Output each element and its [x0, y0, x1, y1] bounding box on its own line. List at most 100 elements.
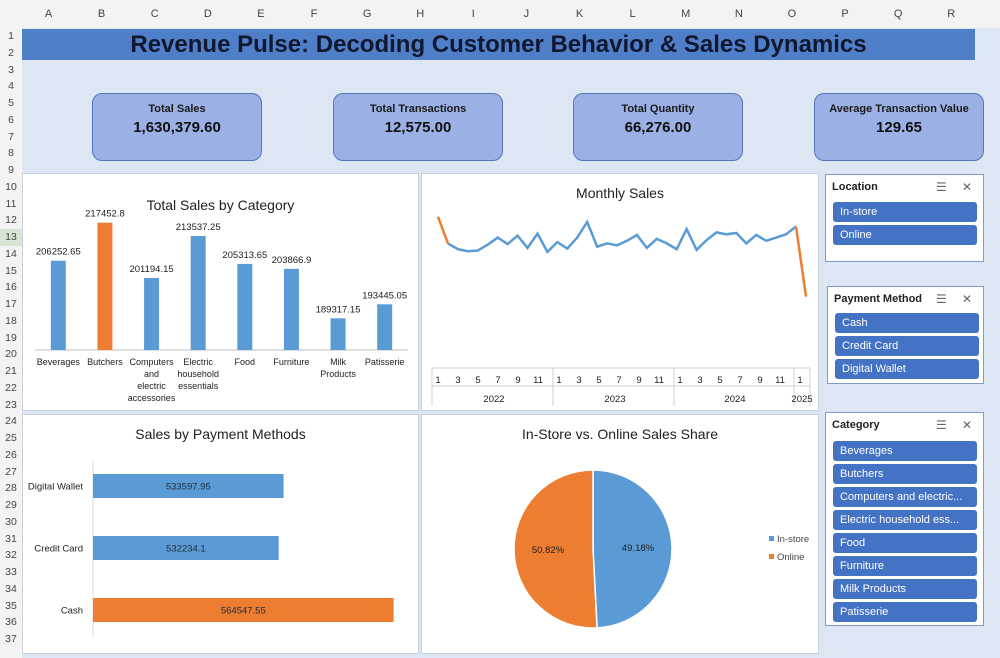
column-header[interactable]: F: [310, 8, 318, 20]
column-header[interactable]: M: [681, 8, 691, 20]
row-header[interactable]: 33: [5, 566, 17, 578]
tick-label: and: [144, 369, 159, 379]
column-header[interactable]: B: [97, 8, 106, 20]
tick-label: accessories: [128, 393, 176, 403]
kpi-card-total-quantity[interactable]: Total Quantity 66,276.00: [573, 93, 743, 161]
clear-filter-icon[interactable]: ✕: [962, 292, 973, 306]
chart-sales-by-payment-methods[interactable]: Sales by Payment Methods 533597.95 Digita…: [22, 414, 419, 654]
chart-total-sales-by-category[interactable]: Total Sales by Category 206252.65 Beverag…: [22, 173, 419, 411]
slicer-location[interactable]: Location ☰ ✕ In-store Online: [825, 174, 984, 262]
kpi-card-total-sales[interactable]: Total Sales 1,630,379.60: [92, 93, 262, 161]
tick-label: Milk: [330, 357, 346, 367]
row-header[interactable]: 21: [5, 365, 17, 377]
column-header[interactable]: P: [841, 8, 849, 20]
series-line: [447, 219, 797, 254]
row-header[interactable]: 7: [8, 130, 14, 143]
column-header[interactable]: A: [44, 8, 53, 20]
row-header[interactable]: 18: [5, 314, 17, 327]
bar: [237, 263, 253, 350]
row-header[interactable]: 30: [5, 515, 17, 528]
slicer-item-digital-wallet[interactable]: Digital Wallet: [835, 359, 979, 379]
slicer-category[interactable]: Category ☰ ✕ Beverages Butchers Computer…: [825, 412, 984, 626]
row-header[interactable]: 16: [5, 281, 17, 294]
column-header[interactable]: L: [629, 8, 636, 20]
row-header[interactable]: 9: [8, 164, 14, 176]
column-header[interactable]: E: [257, 8, 265, 20]
row-header[interactable]: 1: [8, 30, 14, 42]
slicer-item-cash[interactable]: Cash: [835, 313, 979, 333]
row-header[interactable]: 12: [5, 214, 17, 227]
column-header[interactable]: J: [523, 8, 530, 20]
row-header[interactable]: 37: [5, 633, 17, 645]
slicer-item-online[interactable]: Online: [833, 225, 977, 245]
row-header[interactable]: 27: [5, 465, 17, 478]
row-header[interactable]: 14: [5, 247, 17, 260]
kpi-card-average-transaction-value[interactable]: Average Transaction Value 129.65: [814, 93, 984, 161]
row-header[interactable]: 23: [5, 398, 17, 411]
row-header[interactable]: 20: [5, 348, 17, 361]
row-header[interactable]: 13: [0, 229, 22, 246]
slicer-item-food[interactable]: Food: [833, 533, 977, 553]
slicer-item-butchers[interactable]: Butchers: [833, 464, 977, 484]
bar: [97, 222, 113, 350]
data-label: 49.18%: [622, 543, 655, 554]
row-header[interactable]: 22: [5, 381, 17, 394]
slicer-item-credit-card[interactable]: Credit Card: [835, 336, 979, 356]
row-header[interactable]: 10: [5, 180, 17, 193]
row-header[interactable]: 19: [5, 331, 17, 344]
column-header[interactable]: I: [471, 8, 475, 20]
row-header[interactable]: 25: [5, 432, 17, 444]
column-header[interactable]: D: [203, 8, 212, 20]
column-header[interactable]: C: [150, 8, 159, 20]
row-header[interactable]: 15: [5, 264, 17, 277]
column-header[interactable]: H: [416, 8, 425, 20]
slicer-item-beverages[interactable]: Beverages: [833, 441, 977, 461]
pie-slice: [513, 469, 598, 629]
slicer-payment-method[interactable]: Payment Method ☰ ✕ Cash Credit Card Digi…: [827, 286, 984, 384]
row-header[interactable]: 2: [8, 46, 14, 59]
column-header[interactable]: O: [787, 8, 797, 20]
column-header[interactable]: R: [947, 8, 956, 20]
row-header[interactable]: 3: [8, 63, 14, 76]
column-header[interactable]: N: [734, 8, 743, 20]
multi-select-icon[interactable]: ☰: [936, 180, 947, 194]
tick-label: 9: [757, 375, 762, 386]
column-header[interactable]: Q: [893, 8, 903, 20]
column-header[interactable]: G: [362, 8, 372, 20]
row-header[interactable]: 17: [5, 298, 17, 310]
row-header[interactable]: 31: [5, 532, 17, 545]
row-header[interactable]: 32: [5, 549, 17, 562]
chart-monthly-sales[interactable]: Monthly Sales 1 3 5 7 9 11 1 3 5 7 9 11 1 3 5 7 9 11 1 2022…: [421, 173, 819, 411]
chart-instore-vs-online-share[interactable]: In-Store vs. Online Sales Share 49.18% 50…: [421, 414, 819, 654]
row-header[interactable]: 26: [5, 448, 17, 461]
row-header[interactable]: 35: [5, 599, 17, 612]
row-header[interactable]: 29: [5, 499, 17, 511]
row-header[interactable]: 4: [8, 80, 14, 93]
row-header[interactable]: 11: [5, 197, 17, 210]
kpi-value: 12,575.00: [384, 119, 452, 136]
tick-label: Electric: [183, 357, 213, 367]
slicer-item-furniture[interactable]: Furniture: [833, 556, 977, 576]
row-header[interactable]: 24: [5, 415, 17, 428]
multi-select-icon[interactable]: ☰: [936, 418, 947, 432]
slicer-item-computers[interactable]: Computers and electric...: [833, 487, 977, 507]
slicer-item-patisserie[interactable]: Patisserie: [833, 602, 977, 622]
data-label: 533597.95: [166, 482, 211, 493]
row-header[interactable]: 36: [5, 616, 17, 629]
clear-filter-icon[interactable]: ✕: [962, 180, 973, 194]
clear-filter-icon[interactable]: ✕: [962, 418, 973, 432]
legend-swatch: [769, 554, 774, 559]
row-header[interactable]: 28: [5, 482, 17, 495]
slicer-item-in-store[interactable]: In-store: [833, 202, 977, 222]
tick-label: 7: [737, 375, 742, 386]
row-header[interactable]: 6: [8, 113, 14, 126]
kpi-card-total-transactions[interactable]: Total Transactions 12,575.00: [333, 93, 503, 161]
multi-select-icon[interactable]: ☰: [936, 292, 947, 306]
column-header[interactable]: K: [575, 8, 584, 20]
slicer-item-milk-products[interactable]: Milk Products: [833, 579, 977, 599]
row-header[interactable]: 5: [8, 97, 14, 109]
row-header[interactable]: 8: [8, 147, 14, 160]
slicer-item-electric-household[interactable]: Electric household ess...: [833, 510, 977, 530]
row-header[interactable]: 34: [5, 582, 17, 595]
